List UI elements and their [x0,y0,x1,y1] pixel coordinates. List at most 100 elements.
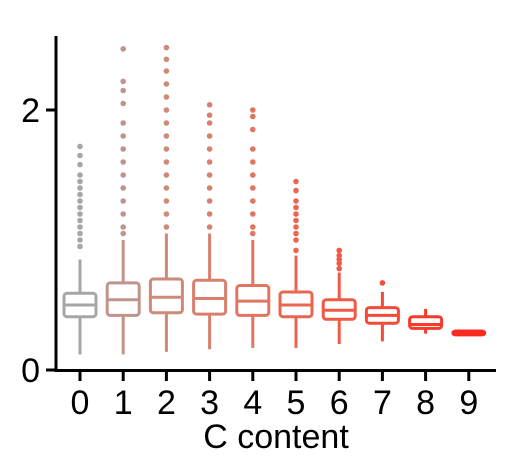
outlier-point [336,260,343,267]
outlier-point [250,107,256,113]
outlier-point [250,211,256,217]
outlier-point [120,120,126,126]
outlier-point [250,230,256,237]
outlier-point [120,198,126,204]
outlier-point [379,280,386,286]
outlier-point [206,102,213,108]
x-tick-label: 2 [157,384,176,422]
outlier-point [77,185,83,191]
outlier-point [120,185,126,191]
outlier-point [77,230,83,237]
box-2 [148,44,184,352]
outlier-point [206,211,213,217]
outlier-point [336,256,343,263]
x-tick-label: 5 [287,384,306,422]
x-axis-label: C content [203,418,349,456]
outlier-point [120,133,126,139]
outlier-point [163,159,170,165]
box-8 [408,308,444,334]
outlier-point [250,198,256,204]
box-6 [321,247,357,344]
outlier-point [293,217,299,224]
box-1 [105,46,141,355]
outlier-point [77,172,83,178]
y-tick-label: 0 [21,352,40,390]
outlier-point [206,159,213,165]
outlier-point [77,237,83,243]
outlier-point [77,161,83,168]
box-5 [278,178,314,348]
outlier-point [120,211,126,217]
outlier-point [163,198,170,204]
outlier-point [336,252,343,259]
outlier-point [293,211,299,217]
outlier-point [163,133,170,139]
outlier-point [77,204,83,211]
x-tick-label: 8 [416,384,435,422]
outlier-point [163,56,170,63]
outlier-point [250,185,256,191]
outlier-point [163,172,170,178]
box-9 [451,329,487,337]
outlier-point [206,185,213,191]
iqr-box [408,315,444,330]
outlier-point [77,217,83,224]
outlier-point [77,224,83,230]
outlier-point [293,237,299,243]
outlier-point [163,44,170,51]
outlier-point [77,178,83,185]
outlier-point [336,265,343,272]
outlier-point [206,224,213,230]
x-tick-label: 9 [459,384,478,422]
outlier-point [120,224,126,230]
x-tick-label: 3 [200,384,219,422]
x-tick-label: 0 [71,384,90,422]
outlier-point [293,247,299,254]
box-3 [192,102,228,350]
x-tick-label: 7 [373,384,392,422]
outlier-point [77,211,83,217]
box-7 [364,280,400,342]
outlier-point [206,112,213,118]
outlier-point [163,224,170,230]
x-tick-label: 4 [243,384,262,422]
outlier-point [206,120,213,126]
outlier-point [163,68,170,74]
outlier-point [250,113,256,120]
outlier-point [336,247,343,254]
outlier-point [250,126,256,133]
outlier-point [77,191,83,198]
outlier-point [120,87,126,94]
outlier-point [120,146,126,152]
x-tick-label: 1 [114,384,133,422]
box-4 [235,107,271,348]
outlier-point [120,172,126,178]
outlier-point [77,243,83,250]
outlier-point [206,146,213,152]
outlier-point [120,78,126,85]
outlier-point [293,178,299,185]
outlier-point [206,133,213,139]
outlier-point [293,198,299,204]
outlier-point [293,204,299,211]
outlier-point [120,46,126,52]
y-axis-ticks: 02 [21,92,56,390]
outlier-point [250,224,256,230]
box-0 [62,143,98,355]
outlier-point [206,198,213,204]
outlier-point [163,211,170,217]
outlier-point [250,172,256,178]
outlier-point [250,159,256,165]
outlier-point [163,146,170,152]
outlier-point [77,198,83,204]
outlier-point [206,172,213,178]
outlier-point [120,230,126,237]
y-tick-label: 2 [21,92,40,130]
plot-area [62,44,487,355]
outlier-point [163,81,170,87]
outlier-point [163,107,170,113]
x-tick-label: 6 [330,384,349,422]
outlier-point [293,230,299,237]
